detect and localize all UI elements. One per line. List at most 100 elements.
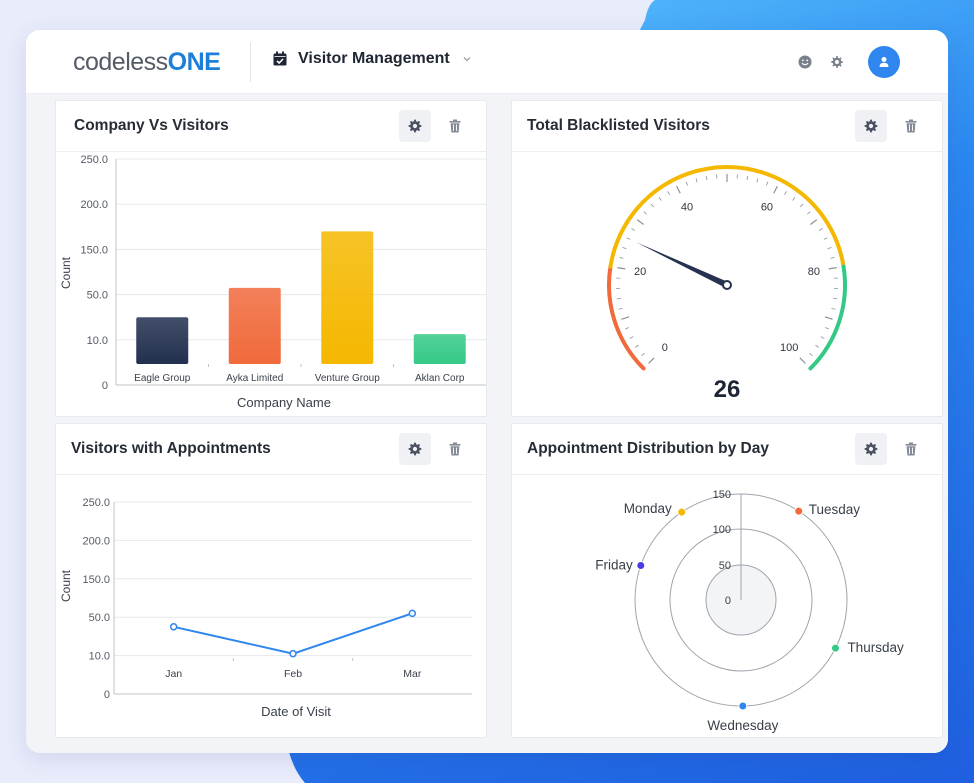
gauge-tick [827,247,832,250]
header-divider [250,42,251,82]
bar [136,317,189,364]
y-tick-label: 50.0 [87,290,108,302]
gauge-tick [828,267,837,270]
r-tick-label: 50 [719,560,731,572]
gauge-tick [685,181,688,186]
chevron-down-icon[interactable] [462,54,472,64]
gauge-tick [643,211,648,215]
card-settings-button[interactable] [399,110,431,142]
card-total-blacklisted: Total Blacklisted Visitors 0 20 40 60 80 100 2… [511,100,943,417]
gear-icon [864,119,878,133]
x-tick-label: Eagle Group [134,373,191,384]
gauge-tick [815,344,820,348]
user-icon [879,57,889,67]
y-tick-label: 50.0 [89,612,110,624]
card-delete-button[interactable] [439,110,471,142]
gear-icon [864,442,878,456]
gauge-tick-label: 60 [761,202,773,214]
gauge-tick [658,197,662,201]
polar-point-label: Tuesday [809,502,861,517]
x-tick-label: Jan [165,668,182,680]
r-tick-label: 100 [713,524,731,536]
gauge-tick [619,257,624,259]
gauge-tick-label: 0 [662,342,668,354]
card-title: Total Blacklisted Visitors [527,117,710,134]
x-tick-label: Mar [403,668,422,680]
gauge-chart: 0 20 40 60 80 100 26 [607,165,847,403]
card-appointment-distribution: Appointment Distribution by Day 0 50 100 15… [511,423,943,738]
gauge-needle [636,242,729,288]
y-axis-label: Count [59,569,73,602]
card-body: 0 50 100 150 Tuesday Thursday Wednesday Friday M… [512,476,942,737]
gauge-tick [799,357,806,364]
card-delete-button[interactable] [895,110,927,142]
avatar[interactable] [868,46,900,78]
data-point [289,649,297,658]
gauge-tick [799,203,804,208]
gauge-tick-label: 40 [681,202,693,214]
gauge-tick-label: 20 [634,266,646,278]
gauge-tick [695,178,698,183]
gauge-tick [705,175,708,180]
dashboard-content: Company Vs Visitors 0 10.0 50.0 150.0 200.0 2… [26,94,948,753]
gauge-tick [641,352,645,357]
logo-text-one: ONE [167,48,221,76]
gauge-hub [722,280,732,290]
gauge-tick [636,219,645,225]
card-header: Total Blacklisted Visitors [512,101,942,152]
gauge-tick [756,178,759,183]
bar [228,287,281,364]
card-header: Company Vs Visitors [56,101,486,152]
gear-icon[interactable] [830,55,844,69]
y-tick-label: 10.0 [87,335,108,347]
polar-point [738,701,748,711]
card-settings-button[interactable] [855,433,887,465]
top-header: codelessONE Visitor Management [26,30,948,94]
gauge-tick [621,316,630,320]
polar-point-label: Friday [595,557,633,572]
x-tick-label: Ayka Limited [226,373,283,384]
gauge-tick-label: 80 [808,266,820,278]
card-title: Appointment Distribution by Day [527,440,769,457]
card-title: Visitors with Appointments [71,440,271,457]
gauge-value: 26 [714,376,741,403]
gauge-tick [624,327,629,330]
r-tick-label: 0 [725,595,731,607]
gauge-tick [809,352,813,357]
gauge-tick [631,228,636,231]
card-visitors-with-appointments: Visitors with Appointments 0 10.0 50.0 150.… [55,423,487,738]
polar-point [636,560,646,570]
gauge-tick [823,237,828,240]
calendar-check-icon [273,51,287,66]
card-body: 0 10.0 50.0 150.0 200.0 250.0 Jan Feb Mar Date of… [56,476,486,737]
gauge-tick [806,211,811,215]
gear-icon [408,442,422,456]
gauge-tick [629,336,634,339]
polar-point-label: Monday [624,501,672,516]
bar [321,231,374,364]
app-switcher[interactable]: Visitor Management [272,50,472,68]
card-delete-button[interactable] [895,433,927,465]
x-axis-label: Date of Visit [261,704,331,719]
card-header: Appointment Distribution by Day [512,424,942,475]
gauge-tick [766,181,769,186]
card-delete-button[interactable] [439,433,471,465]
gauge-tick [616,298,621,300]
gauge-tick [792,197,796,201]
smiley-icon[interactable] [798,55,812,69]
bar [413,334,466,364]
polar-point [794,506,804,516]
polar-chart: 0 50 100 150 Tuesday Thursday Wednesday Friday M… [595,489,904,733]
trash-icon [449,442,461,456]
card-settings-button[interactable] [855,110,887,142]
y-tick-label: 250.0 [82,497,110,509]
card-settings-button[interactable] [399,433,431,465]
gauge-tick [809,219,818,225]
card-body: 0 10.0 50.0 150.0 200.0 250.0 Eagle Group Ayka … [56,153,486,416]
card-company-vs-visitors: Company Vs Visitors 0 10.0 50.0 150.0 200.0 2… [55,100,487,417]
gauge-tick [617,267,626,270]
r-tick-label: 150 [713,489,731,501]
logo[interactable]: codelessONE [73,48,221,77]
polar-point [830,643,840,653]
gauge-tick [667,191,671,195]
